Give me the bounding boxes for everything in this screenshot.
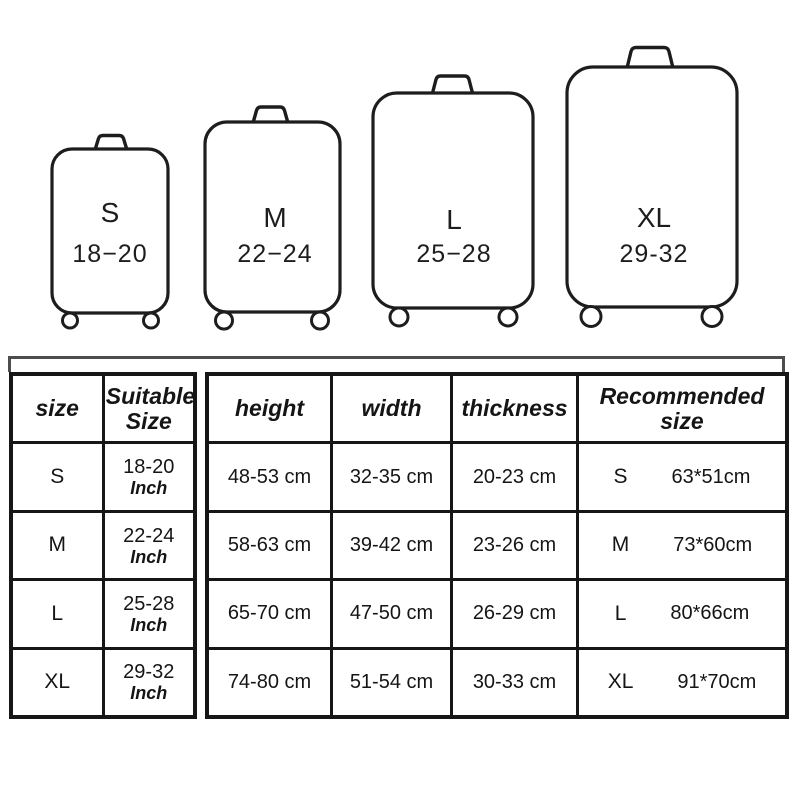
- width-cell: 51-54 cm: [333, 649, 450, 715]
- suitcase-body: [371, 91, 535, 310]
- recommended-size-dim: 91*70cm: [677, 670, 757, 693]
- suitcase-l-outline: [371, 74, 535, 328]
- suitcase-m-outline: [203, 105, 342, 331]
- recommended-size-dim: 63*51cm: [671, 465, 751, 488]
- suitcase-m: M 22−24: [200, 98, 350, 332]
- height-cell: 58-63 cm: [209, 512, 330, 579]
- suitcase-xl-range: 29-32: [619, 240, 689, 268]
- wheel-left-icon: [579, 305, 603, 328]
- header-recommended-size: Recommended size: [579, 376, 785, 442]
- width-cell: 47-50 cm: [333, 581, 450, 647]
- suitcase-l-label: L: [446, 204, 462, 235]
- range-value: 18-20: [123, 456, 175, 479]
- suitcase-handle: [93, 133, 129, 152]
- recommended-size-letter: S: [613, 465, 628, 489]
- thickness-cell: 23-26 cm: [453, 512, 576, 579]
- size-cell-xl: XL: [13, 649, 102, 715]
- section-divider-line: [8, 356, 785, 372]
- dimension-table: height width thickness Recommended size …: [205, 372, 789, 719]
- wheel-right-icon: [497, 306, 519, 328]
- range-unit: Inch: [130, 683, 168, 704]
- wheel-left-icon: [61, 311, 79, 330]
- header-height: height: [209, 376, 330, 442]
- wheel-left-icon: [214, 310, 234, 331]
- range-cell-m: 22-24 Inch: [104, 512, 193, 579]
- recommended-cell: XL 91*70cm: [579, 649, 785, 715]
- range-cell-l: 25-28 Inch: [104, 581, 193, 647]
- range-unit: Inch: [130, 614, 168, 635]
- range-value: 22-24: [123, 524, 175, 547]
- suitcase-s-range: 18−20: [72, 240, 148, 268]
- range-value: 29-32: [123, 661, 175, 684]
- range-unit: Inch: [130, 478, 168, 499]
- width-cell: 32-35 cm: [333, 444, 450, 510]
- range-value: 25-28: [123, 592, 175, 615]
- width-cell: 39-42 cm: [333, 512, 450, 579]
- header-suitable-size: Suitable Size: [105, 382, 196, 434]
- suitcase-l: L 25−28: [366, 70, 542, 330]
- suitcase-s-label: S: [100, 197, 120, 228]
- suitcase-handle: [625, 45, 675, 70]
- suitcase-s-outline: [50, 133, 170, 330]
- recommended-size-dim: 80*66cm: [670, 602, 750, 625]
- suitcase-xl-label: XL: [636, 202, 672, 233]
- size-cell-l: L: [13, 581, 102, 647]
- suitable-size-table: size Suitable Size S 18-20 Inch M 22-24 …: [9, 372, 197, 719]
- header-width: width: [333, 376, 450, 442]
- wheel-right-icon: [142, 311, 160, 330]
- suitcase-m-range: 22−24: [237, 240, 313, 268]
- recommended-size-letter: XL: [607, 670, 634, 694]
- suitcase-illustrations: S 18−20 M 22−24 L 25−28 XL 29-32: [0, 0, 800, 356]
- recommended-cell: M 73*60cm: [579, 512, 785, 579]
- thickness-cell: 30-33 cm: [453, 649, 576, 715]
- thickness-cell: 26-29 cm: [453, 581, 576, 647]
- range-unit: Inch: [130, 546, 168, 567]
- recommended-cell: S 63*51cm: [579, 444, 785, 510]
- suitcase-s: S 18−20: [44, 130, 176, 332]
- thickness-cell: 20-23 cm: [453, 444, 576, 510]
- size-cell-s: S: [13, 444, 102, 510]
- suitcase-body: [565, 65, 739, 309]
- wheel-right-icon: [700, 305, 724, 328]
- suitcase-xl: XL 29-32: [560, 42, 748, 330]
- recommended-size-dim: 73*60cm: [673, 533, 753, 556]
- recommended-size-letter: M: [611, 533, 630, 557]
- height-cell: 48-53 cm: [209, 444, 330, 510]
- wheel-right-icon: [310, 310, 330, 331]
- height-cell: 74-80 cm: [209, 649, 330, 715]
- header-size: size: [13, 376, 102, 442]
- suitcase-l-range: 25−28: [416, 240, 492, 268]
- recommended-size-letter: L: [614, 601, 627, 625]
- suitcase-handle: [430, 74, 475, 97]
- suitcase-body: [203, 120, 342, 314]
- suitcase-xl-outline: [565, 45, 739, 328]
- wheel-left-icon: [388, 306, 410, 328]
- suitcase-handle: [251, 105, 290, 125]
- recommended-cell: L 80*66cm: [579, 581, 785, 647]
- suitcase-m-label: M: [263, 202, 287, 233]
- size-cell-m: M: [13, 512, 102, 579]
- range-cell-s: 18-20 Inch: [104, 444, 193, 510]
- height-cell: 65-70 cm: [209, 581, 330, 647]
- range-cell-xl: 29-32 Inch: [104, 649, 193, 715]
- header-thickness: thickness: [453, 376, 576, 442]
- suitcase-body: [50, 147, 170, 315]
